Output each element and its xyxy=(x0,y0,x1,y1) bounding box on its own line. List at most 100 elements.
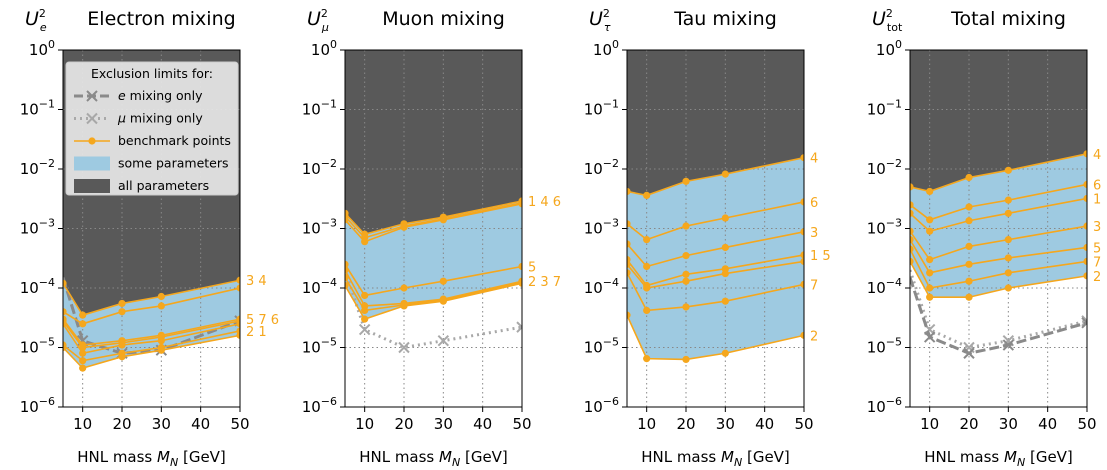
benchmark-point xyxy=(910,209,914,217)
legend-box xyxy=(65,61,239,196)
benchmark-point xyxy=(1083,257,1087,265)
benchmark-point xyxy=(926,256,934,264)
x-tick-label: 50 xyxy=(512,415,531,433)
benchmark-series-7 xyxy=(627,269,804,315)
y-tick-label: 10−4 xyxy=(20,276,55,297)
benchmark-point xyxy=(1004,254,1012,262)
benchmark-point xyxy=(643,284,651,292)
x-tick-label: 10 xyxy=(73,415,92,433)
benchmark-label: 3 4 xyxy=(246,274,267,289)
x-tick-label: 10 xyxy=(355,415,374,433)
benchmark-label: 5 xyxy=(528,260,536,275)
e-mixing-only-line-marker xyxy=(1081,317,1087,329)
benchmark-point xyxy=(800,154,804,162)
benchmark-label: 5 7 6 xyxy=(246,313,279,328)
y-tick-label: 10−4 xyxy=(867,276,902,297)
benchmark-point xyxy=(627,260,631,268)
benchmark-point xyxy=(682,355,690,364)
benchmark-label: 7 xyxy=(1093,255,1101,270)
benchmark-point xyxy=(118,341,126,349)
benchmark-point xyxy=(627,220,631,228)
y-tick-label: 10−3 xyxy=(867,217,902,238)
mu-mixing-only-line-marker xyxy=(398,341,410,354)
panel-tau-mixing: 10 20 30 40 50 10−6 10−5 10−4 10−3 10−2 10−1 100 U2 τ… xyxy=(584,7,831,469)
benchmark-point xyxy=(157,337,165,345)
x-tick-label: 30 xyxy=(434,415,453,433)
benchmark-series-4 xyxy=(627,154,804,199)
benchmark-label: 1 xyxy=(1093,192,1101,207)
some-parameters-region xyxy=(63,280,240,369)
panel-total-mixing: 10 20 30 40 50 10−6 10−5 10−4 10−3 10−2 10−1 100 U2 t… xyxy=(867,7,1102,469)
legend-title: Exclusion limits for: xyxy=(91,66,213,81)
legend-mu-label: μ mixing only xyxy=(117,111,203,126)
e-mixing-only-line-marker xyxy=(1002,339,1015,351)
e-mixing-only-line-marker xyxy=(963,347,975,359)
plot-area xyxy=(910,50,1087,407)
benchmark-point xyxy=(643,262,651,271)
legend-benchmark-label: benchmark points xyxy=(118,133,231,148)
benchmark-point xyxy=(926,293,934,301)
benchmark-label: 5 xyxy=(1093,241,1101,256)
benchmark-point xyxy=(118,299,126,308)
mu-mixing-only-line-marker xyxy=(1081,315,1087,327)
plot-area xyxy=(345,50,522,407)
x-tick-label: 40 xyxy=(1038,415,1057,433)
benchmark-label: 4 xyxy=(1093,148,1101,163)
benchmark-label: 1 5 xyxy=(810,249,831,264)
some-parameters-region xyxy=(910,153,1087,298)
y-tick-label: 10−1 xyxy=(584,98,619,119)
benchmark-point xyxy=(518,279,522,287)
benchmark-point xyxy=(345,281,349,290)
y-tick-label: 10−6 xyxy=(20,395,55,416)
benchmark-point xyxy=(643,306,651,315)
benchmark-point xyxy=(345,260,349,268)
benchmark-point xyxy=(721,297,729,305)
y-tick-label: 100 xyxy=(29,38,55,59)
x-axis-label: HNL mass MN [GeV] xyxy=(359,448,508,469)
benchmark-label: 4 xyxy=(810,152,818,167)
benchmark-point xyxy=(1004,269,1012,277)
benchmark-series-2 xyxy=(627,311,804,364)
y-tick-label: 100 xyxy=(876,38,902,59)
y-tick-label: 100 xyxy=(593,38,619,59)
benchmark-point xyxy=(800,257,804,265)
benchmark-point xyxy=(926,216,934,224)
all-parameters-region xyxy=(627,50,804,196)
benchmark-series-6 xyxy=(345,200,522,246)
y-tick-label: 10−3 xyxy=(20,217,55,238)
y-axis-label: U2 e xyxy=(25,7,47,34)
benchmark-point xyxy=(800,251,804,259)
benchmark-point xyxy=(361,315,369,323)
y-tick-label: 10−5 xyxy=(20,336,55,357)
benchmark-point xyxy=(721,243,729,252)
benchmark-point xyxy=(965,217,973,225)
benchmark-point xyxy=(63,279,67,287)
x-tick-label: 40 xyxy=(755,415,774,433)
benchmark-label: 3 xyxy=(810,226,818,241)
benchmark-point xyxy=(1004,196,1012,204)
benchmark-point xyxy=(1083,272,1087,280)
benchmark-label: 1 4 6 xyxy=(528,195,561,210)
benchmark-point xyxy=(1004,166,1012,174)
panel-muon-mixing: 10 20 30 40 50 10−6 10−5 10−4 10−3 10−2 10−1 100 U2 μ… xyxy=(302,7,561,469)
benchmark-point xyxy=(118,353,126,361)
benchmark-series-7 xyxy=(910,245,1087,292)
benchmark-label: 2 xyxy=(1093,270,1101,285)
benchmark-series-1 xyxy=(910,194,1087,235)
benchmark-point xyxy=(682,270,690,278)
chart-title: Electron mixing xyxy=(87,8,235,30)
y-tick-label: 10−5 xyxy=(867,336,902,357)
benchmark-point xyxy=(800,228,804,236)
x-axis-label: HNL mass MN [GeV] xyxy=(641,448,790,469)
y-tick-label: 10−4 xyxy=(584,276,619,297)
y-tick-label: 10−3 xyxy=(584,217,619,238)
all-parameters-region xyxy=(345,50,522,235)
benchmark-point xyxy=(400,223,408,231)
benchmark-point xyxy=(236,320,240,328)
y-tick-label: 10−2 xyxy=(20,157,55,178)
benchmark-label: 2 1 xyxy=(246,325,267,340)
legend-all-swatch xyxy=(74,179,110,193)
benchmark-point xyxy=(157,302,165,310)
benchmark-point xyxy=(439,277,447,285)
